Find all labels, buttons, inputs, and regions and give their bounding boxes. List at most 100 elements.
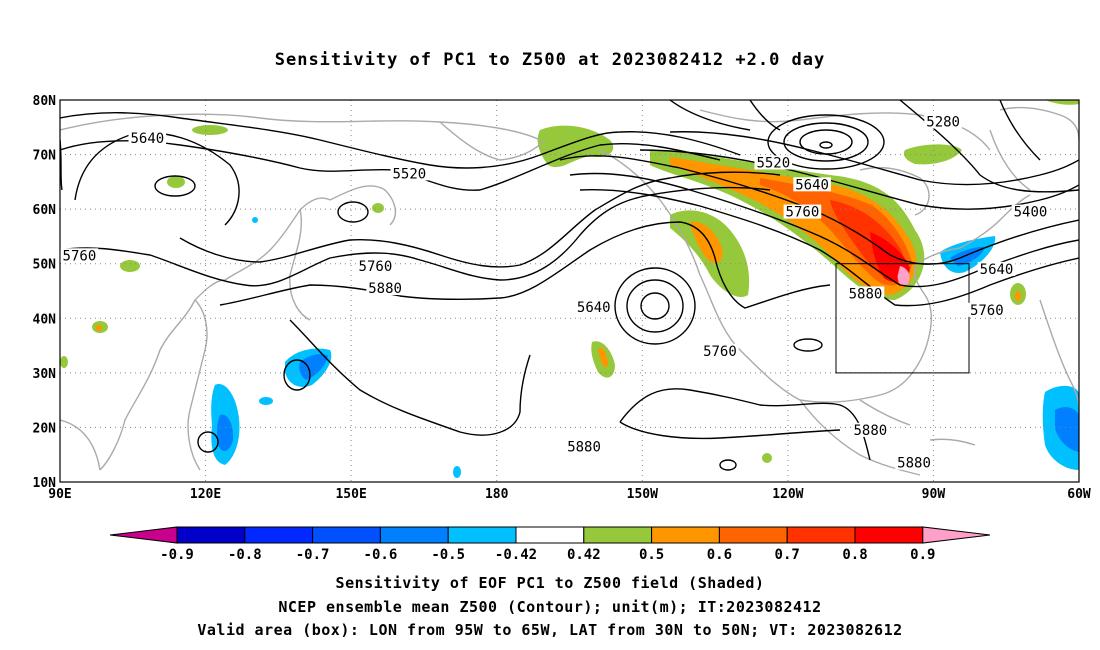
lat-tick-label: 40N [33, 312, 57, 327]
contour-label: 5760 [359, 259, 393, 275]
contour-label-background [128, 130, 167, 145]
negative-sensitivity-region [453, 466, 461, 478]
contour-label: 5760 [703, 344, 737, 360]
max-sensitivity-region [897, 266, 910, 286]
contour-label: 5880 [368, 281, 402, 297]
contour-label: 5760 [786, 205, 820, 221]
positive-sensitivity-region [762, 453, 772, 463]
colorbar-tick-label: 0.8 [842, 547, 867, 563]
contour-label-background [977, 261, 1016, 276]
colorbar-segment [651, 526, 720, 544]
colorbar-segment [447, 526, 517, 544]
map-area: 5280 5640 5520 5520 5640 5760 5400 5760 5760 5880… [33, 94, 1091, 502]
caption-line-3: Valid area (box): LON from 95W to 65W, L… [197, 621, 903, 639]
colorbar-max-arrow [922, 526, 991, 544]
contour-label: 5640 [577, 300, 611, 316]
negative-sensitivity-region [1055, 407, 1079, 452]
contour-label: 5880 [853, 423, 887, 439]
colorbar-segment [718, 526, 788, 544]
negative-sensitivity-region [299, 354, 328, 380]
contour-label-background [565, 439, 603, 454]
lat-tick-label: 30N [33, 367, 57, 382]
contour-label-background [390, 166, 429, 181]
contour-label-background [895, 455, 933, 470]
positive-sensitivity-region [690, 221, 723, 263]
colorbar-segment [244, 526, 314, 544]
contour-label-layer: 5280 5640 5520 5520 5640 5760 5400 5760 5760 5880… [60, 114, 1050, 472]
colorbar-tick-label: -0.6 [364, 547, 398, 563]
positive-sensitivity-region [192, 125, 228, 135]
colorbar-min-arrow [109, 526, 178, 544]
contour-label-background [851, 422, 890, 437]
lat-tick-label: 20N [33, 421, 57, 436]
positive-sensitivity-region [96, 325, 102, 331]
lon-tick-label: 120W [772, 487, 803, 502]
colorbar-tick-label: 0.9 [910, 547, 935, 563]
colorbar-segment [176, 526, 246, 544]
colorbar-tick-label: 0.5 [639, 547, 664, 563]
caption-line-1: Sensitivity of EOF PC1 to Z500 field (Sh… [335, 574, 765, 592]
colorbar-segment [379, 526, 449, 544]
colorbar-segment [854, 526, 924, 544]
contour-label: 5880 [567, 439, 601, 455]
contour-label-background [356, 259, 395, 274]
lon-tick-label: 60W [1067, 487, 1091, 502]
contour-label-background [366, 281, 404, 295]
contour-label: 5760 [63, 248, 97, 264]
contour-label-background [60, 248, 99, 263]
colorbar-segment [583, 526, 653, 544]
colorbar: -0.9 -0.8 -0.7 -0.6 -0.5 -0.42 0.42 0.5 0.6 0.7 0.… [109, 526, 991, 563]
map-frame [59, 99, 1080, 483]
contour-label-background [924, 114, 962, 129]
colorbar-segment [786, 526, 856, 544]
lon-tick-label: 150W [627, 487, 658, 502]
contour-label-background [1011, 204, 1050, 219]
positive-sensitivity-region [903, 144, 962, 165]
lat-tick-label: 60N [33, 203, 57, 218]
grid-lines [60, 100, 1079, 482]
contour-label-background [783, 204, 822, 219]
colorbar-tick-label: -0.7 [296, 547, 330, 563]
colorbar-tick-label: 0.42 [567, 547, 601, 563]
positive-sensitivity-region [537, 125, 614, 168]
contour-label: 5280 [926, 115, 960, 131]
colorbar-tick-label: -0.8 [228, 547, 262, 563]
lat-tick-label: 50N [33, 258, 57, 273]
negative-sensitivity-region [252, 217, 258, 223]
lon-tick-label: 120E [190, 487, 221, 502]
positive-sensitivity-region [167, 176, 185, 188]
negative-sensitivity-region [216, 414, 234, 452]
contour-label-background [793, 177, 831, 192]
contour-label: 5400 [1014, 205, 1048, 221]
lat-tick-label: 70N [33, 149, 57, 164]
valid-area-box [835, 263, 970, 374]
contour-label: 5640 [795, 177, 829, 193]
contour-label: 5520 [393, 166, 427, 182]
colorbar-tick-label: -0.5 [431, 547, 465, 563]
positive-sensitivity-region [372, 203, 384, 213]
lon-tick-label: 90W [922, 487, 946, 502]
sensitivity-shading [60, 100, 1079, 478]
lon-tick-label: 180 [485, 487, 509, 502]
positive-sensitivity-region [1045, 100, 1079, 105]
contour-label: 5760 [970, 303, 1004, 319]
map-title: Sensitivity of PC1 to Z500 at 2023082412… [274, 50, 826, 70]
contour-label: 5640 [980, 262, 1014, 278]
lat-tick-label: 10N [33, 476, 57, 491]
contour-label-background [754, 155, 793, 170]
positive-sensitivity-region [60, 356, 68, 368]
lat-tick-label: 80N [33, 94, 57, 109]
colorbar-segment [515, 526, 585, 544]
lon-tick-label: 90E [48, 487, 71, 502]
positive-sensitivity-region [598, 347, 608, 368]
colorbar-segment [312, 526, 381, 544]
colorbar-tick-label: -0.9 [160, 547, 194, 563]
positive-sensitivity-region [670, 157, 917, 295]
contour-label: 5520 [756, 155, 790, 171]
positive-sensitivity-region [120, 260, 140, 272]
contour-label: 5880 [849, 286, 883, 302]
lon-tick-label: 150E [335, 487, 366, 502]
contour-label-background [574, 300, 613, 315]
positive-sensitivity-region [1015, 291, 1021, 301]
